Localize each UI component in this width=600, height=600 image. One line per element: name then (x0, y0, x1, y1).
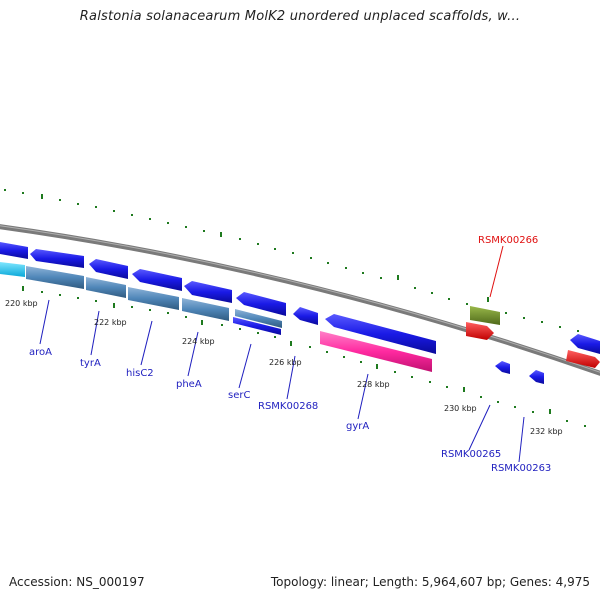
scale-labels: 220 kbp 222 kbp 224 kbp 226 kbp 228 kbp … (5, 299, 563, 436)
backbone-highlight (0, 225, 600, 373)
scale-label: 220 kbp (5, 299, 38, 308)
gene-box[interactable] (182, 298, 229, 321)
genome-backbone (0, 224, 600, 376)
scale-label: 232 kbp (530, 427, 563, 436)
gene-label-RSMK00268[interactable]: RSMK00268 (258, 401, 318, 412)
gene-box[interactable] (0, 262, 25, 277)
gene-arrow[interactable] (325, 314, 436, 354)
gene-arrow[interactable] (236, 292, 286, 316)
gene-arrow[interactable] (466, 322, 494, 340)
scale-label: 224 kbp (182, 337, 215, 346)
scale-label: 222 kbp (94, 318, 127, 327)
gene-arrow[interactable] (0, 242, 28, 259)
gene-arrow[interactable] (184, 281, 232, 303)
genome-summary-text: Topology: linear; Length: 5,964,607 bp; … (270, 575, 590, 589)
map-title: Ralstonia solanacearum MolK2 unordered u… (79, 9, 521, 24)
gene-label-gyrA[interactable]: gyrA (346, 421, 369, 432)
gene-label-tyrA[interactable]: tyrA (80, 358, 101, 369)
gene-label-RSMK00265[interactable]: RSMK00265 (441, 449, 501, 460)
gene-arrow[interactable] (570, 334, 600, 354)
gene-box[interactable] (233, 317, 281, 335)
gene-label-pheA[interactable]: pheA (176, 379, 202, 390)
outer-tick-arc (4, 189, 579, 332)
inner-tick-arc (22, 286, 586, 427)
gene-label-aroA[interactable]: aroA (29, 347, 52, 358)
gene-arrow[interactable] (132, 269, 182, 291)
gene-label-hisC2[interactable]: hisC2 (126, 368, 154, 379)
gene-box[interactable] (320, 331, 432, 372)
gene-label-RSMK00263[interactable]: RSMK00263 (491, 463, 551, 474)
label-leader-lines (39, 245, 525, 463)
gene-arrow[interactable] (89, 259, 128, 279)
scale-label: 228 kbp (357, 380, 390, 389)
gene-arrow[interactable] (495, 361, 510, 374)
gene-box[interactable] (235, 309, 282, 328)
reverse-row-genes (0, 262, 600, 372)
forward-row-genes (0, 242, 600, 384)
scale-label: 230 kbp (444, 404, 477, 413)
gene-box[interactable] (470, 306, 500, 325)
accession-text: Accession: NS_000197 (9, 575, 145, 589)
gene-arrow[interactable] (529, 370, 544, 384)
gene-arrow[interactable] (566, 350, 600, 368)
gene-box[interactable] (26, 266, 84, 289)
gene-labels: aroA tyrA hisC2 pheA serC RSMK00268 gyrA… (29, 235, 551, 474)
gene-label-RSMK00266[interactable]: RSMK00266 (478, 235, 538, 246)
gene-arrow[interactable] (30, 249, 84, 268)
gene-box[interactable] (128, 287, 179, 310)
gene-box[interactable] (86, 277, 126, 298)
scale-label: 226 kbp (269, 358, 302, 367)
gene-label-serC[interactable]: serC (228, 390, 250, 401)
gene-arrow[interactable] (293, 307, 318, 325)
